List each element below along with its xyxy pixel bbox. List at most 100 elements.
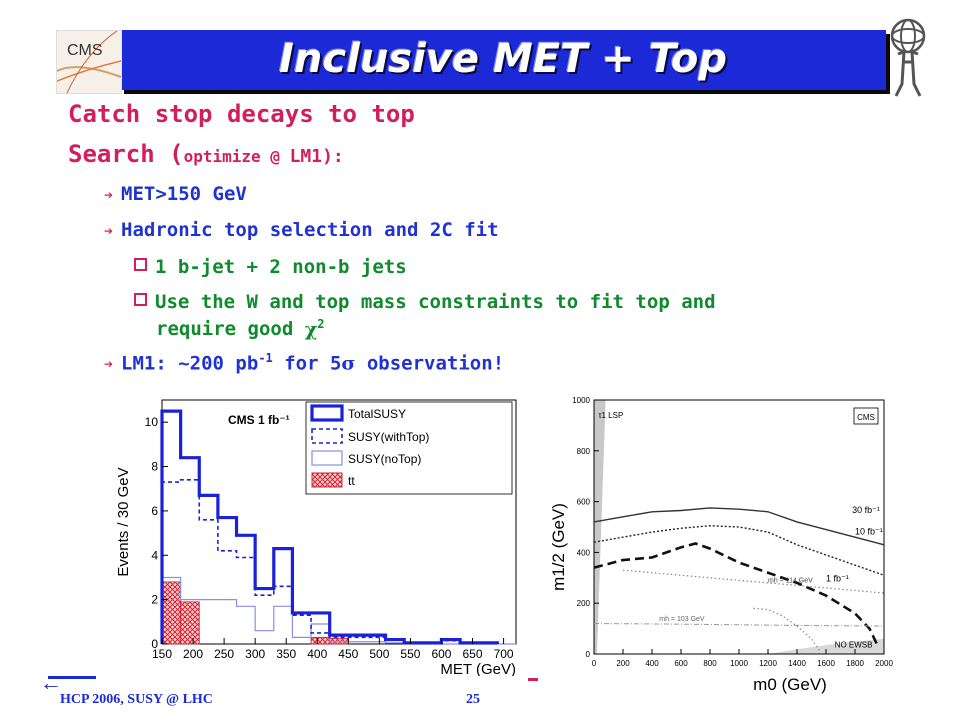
legend-label: SUSY(withTop) <box>348 430 429 444</box>
x-tick-label: 200 <box>616 659 630 668</box>
met-histogram: 150 200 250 300 350 400 450 500 550 600 650 700 0 2 4 6… <box>115 399 517 676</box>
arrow-bullet-icon: ➔ <box>104 222 114 240</box>
legend-swatch <box>311 450 343 466</box>
x-tick-label: 400 <box>307 647 327 661</box>
heading-search-small: optimize @ <box>183 147 290 166</box>
contour-label: 1 fb⁻¹ <box>826 574 849 584</box>
heading-search: Search (optimize @ LM1): <box>68 140 344 168</box>
sub-bullet-constraints: Use the W and top mass constraints to fi… <box>134 291 716 340</box>
x-tick-label: 350 <box>276 647 296 661</box>
bullet-hadronic: ➔ Hadronic top selection and 2C fit <box>104 219 499 241</box>
x-tick-label: 700 <box>494 647 514 661</box>
sigma-symbol: σ <box>341 352 356 375</box>
x-tick-label: 500 <box>369 647 389 661</box>
nav-back-arrow-icon[interactable]: ← <box>40 670 62 695</box>
atlas-logo <box>880 14 936 100</box>
heading-catch-stop: Catch stop decays to top <box>68 100 415 128</box>
bullet-met: ➔ MET>150 GeV <box>104 183 247 205</box>
plot-background <box>540 392 895 704</box>
x-tick-label: 150 <box>152 647 172 661</box>
y-tick-label: 400 <box>577 548 591 557</box>
x-tick-label: 400 <box>645 659 659 668</box>
y-tick-label: 0 <box>151 637 158 651</box>
square-bullet-icon <box>134 258 147 271</box>
contour-no-ewsb-boundary <box>753 607 821 652</box>
square-bullet-icon <box>134 293 147 306</box>
annotation-no-ewsb: NO EWSB <box>835 641 873 650</box>
cms-logo: CMS <box>56 30 122 94</box>
bullet-lm1-post: observation! <box>355 352 505 375</box>
title-bar: Inclusive MET + Top <box>120 30 886 90</box>
y-tick-label: 2 <box>151 593 158 607</box>
hist-bar-tt <box>161 581 182 645</box>
hist-bar-tt <box>180 601 200 645</box>
arrow-bullet-icon: ➔ <box>104 355 114 374</box>
x-tick-label: 300 <box>245 647 265 661</box>
chi-exponent: 2 <box>317 317 325 331</box>
legend: TotalSUSY SUSY(withTop) SUSY(noTop) tt <box>305 401 513 495</box>
hist-bar-tt <box>310 636 331 645</box>
sub-bullet-bjet-text: 1 b-jet + 2 non-b jets <box>155 256 407 278</box>
y-axis-label: m1/2 (GeV) <box>549 503 568 591</box>
x-axis-label: m0 (GeV) <box>753 675 827 694</box>
stau-lsp-region <box>594 400 606 654</box>
y-tick-label: 800 <box>577 447 591 456</box>
contour-10-fb- <box>593 525 885 576</box>
x-tick-label: 1800 <box>846 659 864 668</box>
y-tick-label: 600 <box>577 498 591 507</box>
x-tick-label: 800 <box>703 659 717 668</box>
footer-rule-left <box>48 676 96 679</box>
legend-swatch-tt <box>311 472 343 488</box>
x-tick-label: 550 <box>400 647 420 661</box>
arrow-bullet-icon: ➔ <box>104 186 114 204</box>
chart-title: CMS 1 fb⁻¹ <box>228 413 290 427</box>
contour-1-fb- <box>593 542 878 645</box>
legend-swatch <box>310 404 344 422</box>
y-tick-label: 200 <box>577 599 591 608</box>
y-tick-label: 10 <box>145 415 159 429</box>
bullet-lm1-mid: for 5 <box>272 352 342 375</box>
x-tick-label: 600 <box>431 647 451 661</box>
x-tick-label: 250 <box>214 647 234 661</box>
legend-label: SUSY(noTop) <box>348 452 421 466</box>
bullet-lm1-pre: LM1: ~200 pb <box>121 352 259 375</box>
contour-mh-114-gev <box>622 569 885 594</box>
y-tick-label: 1000 <box>572 396 590 405</box>
y-tick-label: 0 <box>586 650 591 659</box>
heading-search-suffix: LM1): <box>289 146 344 167</box>
sub-bullet-constraints-line1: Use the W and top mass constraints to fi… <box>155 291 716 313</box>
page-number: 25 <box>466 692 480 707</box>
x-tick-label: 1600 <box>817 659 835 668</box>
annotation-stau-lsp: τ1 LSP <box>598 411 623 420</box>
footer-left-text: HCP 2006, SUSY @ LHC <box>60 692 213 707</box>
x-tick-label: 1400 <box>788 659 806 668</box>
contour-mh-103-gev <box>593 623 885 627</box>
x-axis-label: MET (GeV) <box>440 661 516 676</box>
bullet-met-text: MET>150 GeV <box>121 183 247 205</box>
x-tick-label: 650 <box>463 647 483 661</box>
hist-series-susy-notop- <box>161 576 516 645</box>
bullet-lm1-sup: -1 <box>258 351 273 365</box>
annotation-mh-114: mh = 114 GeV <box>768 577 813 584</box>
cms-logo-text: CMS <box>67 42 103 59</box>
y-tick-label: 4 <box>151 548 158 562</box>
heading-search-prefix: Search ( <box>68 140 184 168</box>
sub-bullet-bjet: 1 b-jet + 2 non-b jets <box>134 256 407 278</box>
x-tick-label: 450 <box>338 647 358 661</box>
x-tick-label: 1000 <box>730 659 748 668</box>
y-tick-label: 8 <box>151 460 158 474</box>
legend-label: tt <box>348 474 355 488</box>
y-tick-label: 6 <box>151 504 158 518</box>
y-axis-label: Events / 30 GeV <box>115 467 132 576</box>
bullet-lm1: ➔ LM1: ~200 pb-1 for 5σ observation! <box>104 351 504 374</box>
cms-badge: CMS <box>857 413 875 422</box>
bullet-hadronic-text: Hadronic top selection and 2C fit <box>121 219 499 241</box>
x-tick-label: 1200 <box>759 659 777 668</box>
x-tick-label: 2000 <box>875 659 893 668</box>
contour-30-fb- <box>593 507 885 546</box>
contour-label: 30 fb⁻¹ <box>852 505 880 515</box>
sub-bullet-constraints-line2: require good <box>156 318 305 341</box>
x-tick-label: 600 <box>674 659 688 668</box>
footer-rule-right <box>528 678 538 681</box>
cms-badge-box <box>853 407 879 425</box>
